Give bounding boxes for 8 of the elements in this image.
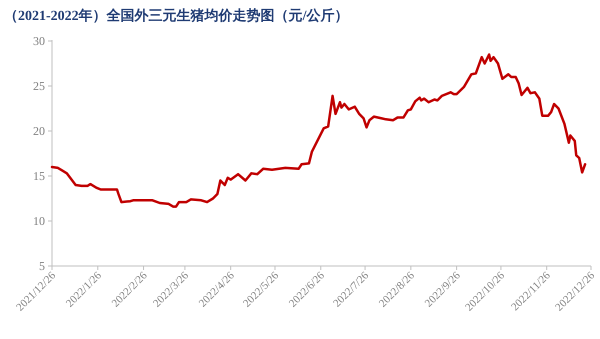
y-tick-label: 30 (33, 34, 45, 48)
chart-title: （2021-2022年）全国外三元生猪均价走势图（元/公斤） (4, 7, 349, 24)
y-tick-label: 10 (33, 214, 45, 228)
line-series (50, 53, 586, 208)
y-tick-label: 25 (33, 79, 45, 93)
y-tick-label: 5 (39, 259, 45, 273)
y-tick-label: 20 (33, 124, 45, 138)
y-tick-label: 15 (33, 169, 45, 183)
